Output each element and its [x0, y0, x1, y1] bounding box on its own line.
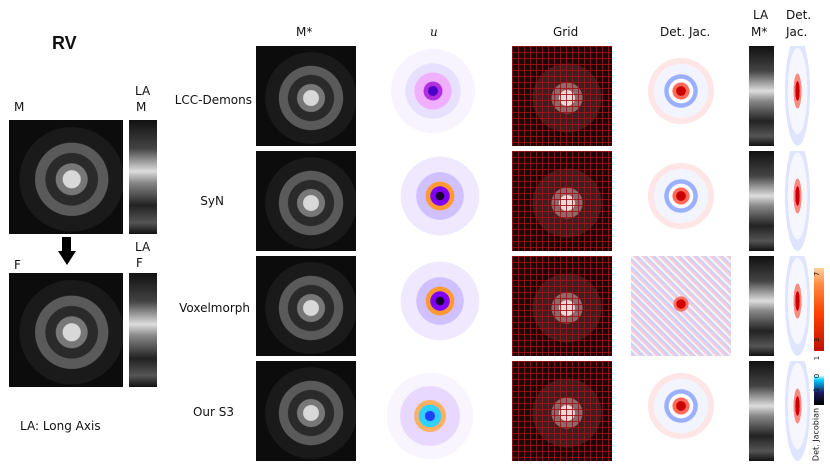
- la-moving-image: [129, 120, 157, 234]
- moving-label: M: [14, 100, 25, 114]
- det-jac-lcc-demons: [631, 46, 731, 146]
- warped-image-lcc-demons: [256, 46, 356, 146]
- la-det-jac-voxelmorph: [785, 256, 810, 356]
- rv-title: RV: [52, 33, 77, 53]
- grid-voxelmorph: [512, 256, 612, 356]
- la-fixed-label-1: LA: [135, 240, 151, 254]
- row-label-syn: SyN: [200, 194, 224, 208]
- la-fixed-image: [129, 273, 157, 387]
- fixed-image: [9, 273, 123, 387]
- row-label-lcc-demons: LCC-Demons: [174, 93, 252, 107]
- la-warped-voxelmorph: [749, 256, 774, 356]
- displacement-our-s3: [385, 361, 485, 461]
- col-header-la-warped-1: LA: [753, 8, 769, 22]
- warped-image-our-s3: [256, 361, 356, 461]
- la-det-jac-syn: [785, 151, 810, 251]
- col-header-la-det-2: Jac.: [786, 25, 808, 39]
- warped-image-syn: [256, 151, 356, 251]
- la-warped-lcc-demons: [749, 46, 774, 146]
- colorbar-tick-7: 7: [813, 271, 822, 277]
- long-axis-footnote: LA: Long Axis: [20, 419, 101, 433]
- la-det-jac-our-s3: [785, 361, 810, 461]
- displacement-voxelmorph: [385, 256, 485, 356]
- col-header-la-warped-2: M*: [751, 25, 768, 39]
- moving-image: [9, 120, 123, 234]
- det-jac-voxelmorph: [631, 256, 731, 356]
- displacement-syn: [385, 151, 485, 251]
- down-arrow-head: [58, 251, 76, 265]
- grid-lcc-demons: [512, 46, 612, 146]
- colorbar-tick-1: 1: [813, 355, 822, 361]
- col-header-warped: M*: [296, 25, 313, 39]
- la-warped-syn: [749, 151, 774, 251]
- grid-syn: [512, 151, 612, 251]
- row-label-our-s3: Our S3: [192, 405, 234, 419]
- la-fixed-label-2: F: [136, 256, 143, 270]
- colorbar-tick-3: 3: [813, 337, 822, 343]
- displacement-lcc-demons: [385, 46, 485, 146]
- fixed-label: F: [14, 258, 21, 272]
- det-jac-syn: [631, 151, 731, 251]
- la-moving-label-2: M: [136, 100, 147, 114]
- colorbar-negative: [814, 355, 824, 405]
- colorbar-tick-0: 0: [813, 373, 822, 379]
- warped-image-voxelmorph: [256, 256, 356, 356]
- down-arrow-icon: [62, 237, 71, 251]
- la-moving-label-1: LA: [135, 84, 151, 98]
- colorbar-tick-neg1: -1: [812, 387, 821, 395]
- col-header-displacement: u: [430, 25, 438, 39]
- col-header-la-det-1: Det.: [786, 8, 812, 22]
- grid-our-s3: [512, 361, 612, 461]
- colorbar-caption: Det. Jacobian: [811, 407, 821, 462]
- row-label-voxelmorph: Voxelmorph: [179, 301, 250, 315]
- la-det-jac-lcc-demons: [785, 46, 810, 146]
- colorbar-positive: [814, 268, 824, 351]
- col-header-det-jac: Det. Jac.: [660, 25, 711, 39]
- det-jac-our-s3: [631, 361, 731, 461]
- col-header-grid: Grid: [553, 25, 579, 39]
- la-warped-our-s3: [749, 361, 774, 461]
